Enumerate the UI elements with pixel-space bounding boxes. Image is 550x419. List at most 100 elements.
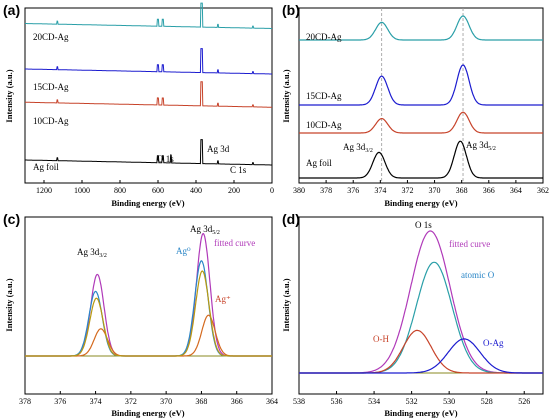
panel-c-x-ticks: 378 376 374 372 370 368 366 364	[19, 391, 278, 406]
panel-d-tick-label-4: 530	[443, 397, 455, 406]
panel-c-label: (c)	[3, 211, 20, 227]
panel-b-curves	[299, 15, 543, 179]
panel-c-tick-label-6: 366	[231, 397, 243, 406]
panel-d-series-1	[299, 261, 543, 374]
panel-b-tick-label-1: 378	[320, 186, 332, 195]
panel-b-series-1	[299, 64, 543, 106]
panel-b: (b) 380 378 376 374 372 370 368 366 364 362 Bindi…	[281, 2, 549, 208]
panel-b-tick-label-7: 366	[483, 186, 495, 195]
panel-d-series-0	[299, 230, 543, 374]
panel-b-ylabel: Intensity (a.u.)	[281, 69, 291, 122]
panel-a-tick-label-2: 800	[114, 186, 126, 195]
panel-a-legend-20cd: 20CD-Ag	[33, 32, 69, 42]
panel-b-x-ticks: 380 378 376 374 372 370 368 366 364 362	[293, 180, 549, 195]
panel-c-series-3	[25, 270, 272, 357]
panel-d-series-3	[299, 338, 543, 374]
panel-b-tick-label-2: 376	[347, 186, 359, 195]
panel-b-legend-agfoil: Ag foil	[306, 158, 332, 168]
panel-a-legend-10cd: 10CD-Ag	[33, 116, 69, 126]
panel-a-tick-label-4: 400	[190, 186, 202, 195]
panel-b-tick-label-8: 364	[510, 186, 522, 195]
panel-d-ylabel: Intensity (a.u.)	[281, 278, 291, 331]
panel-a-x-ticks: 1200 1000 800 600 400 200 0	[36, 180, 274, 195]
panel-b-series-2	[299, 111, 543, 134]
panel-d-oag-label: O-Ag	[483, 338, 504, 348]
panel-b-series-3	[299, 140, 543, 179]
panel-c-ag0-label: Ag⁰	[176, 246, 191, 256]
panel-d-x-ticks: 538 536 534 532 530 528 526	[293, 391, 530, 406]
panel-d-series-2	[299, 329, 543, 374]
panel-c-tick-label-3: 372	[125, 397, 137, 406]
panel-c-tick-label-7: 364	[266, 397, 278, 406]
panel-c-series-0	[25, 233, 272, 357]
panel-d-tick-label-3: 532	[406, 397, 418, 406]
panel-b-ag3d52-label: Ag 3d5/2	[466, 140, 496, 152]
panel-b-tick-label-4: 372	[401, 186, 413, 195]
panel-b-legend-20cd: 20CD-Ag	[306, 32, 342, 42]
panel-c: (c) 378 376 374 372 370 368 366 364 Binding ene…	[3, 211, 278, 418]
panel-a-series-1	[25, 48, 272, 75]
panel-a-curves	[25, 2, 273, 166]
panel-d-tick-label-1: 536	[331, 397, 343, 406]
panel-a-xlabel: Binding energy (eV)	[111, 198, 184, 208]
panel-c-curves	[25, 233, 272, 357]
panel-c-series-2	[25, 314, 272, 357]
panel-d-frame	[298, 216, 544, 395]
panel-a: (a) 1200 1000 800 600 400 200 0 Binding energy…	[3, 2, 274, 208]
panel-c-tick-label-5: 368	[195, 397, 207, 406]
panel-b-reference-lines	[381, 8, 464, 183]
panel-a-tick-label-5: 200	[228, 186, 240, 195]
panel-a-tick-label-6: 0	[270, 186, 274, 195]
panel-a-tick-label-0: 1200	[36, 186, 52, 195]
panel-d-o1s-label: O 1s	[415, 220, 432, 230]
panel-a-ylabel: Intensity (a.u.)	[4, 69, 14, 122]
panel-b-frame	[298, 7, 544, 184]
panel-a-o1s-label: O 1s	[157, 154, 174, 164]
panel-a-tick-label-1: 1000	[74, 186, 90, 195]
panel-d-curves	[299, 230, 543, 374]
panel-d-oh-label: O-H	[373, 334, 389, 344]
panel-a-series-0	[25, 2, 272, 29]
panel-b-tick-label-6: 368	[456, 186, 468, 195]
panel-d-tick-label-5: 528	[481, 397, 493, 406]
panel-c-tick-label-1: 376	[54, 397, 66, 406]
panel-b-tick-label-9: 362	[537, 186, 549, 195]
panel-c-ag3d52-label: Ag 3d5/2	[190, 224, 220, 236]
panel-c-agplus-label: Ag⁺	[215, 294, 231, 304]
panel-c-tick-label-2: 374	[90, 397, 102, 406]
panel-d-tick-label-2: 534	[368, 397, 380, 406]
panel-b-label: (b)	[282, 2, 300, 18]
panel-a-label: (a)	[3, 2, 20, 18]
panel-a-series-2	[25, 81, 273, 108]
panel-b-tick-label-0: 380	[293, 186, 305, 195]
panel-a-ag3d-label: Ag 3d	[207, 144, 230, 154]
panel-a-legend-15cd: 15CD-Ag	[33, 82, 69, 92]
panel-a-series-3	[25, 139, 272, 166]
panel-b-tick-label-3: 374	[374, 186, 386, 195]
panel-a-frame	[24, 7, 273, 184]
panel-c-tick-label-0: 378	[19, 397, 31, 406]
panel-d-label: (d)	[282, 211, 300, 227]
panel-c-tick-label-4: 370	[160, 397, 172, 406]
panel-c-frame	[24, 216, 273, 395]
panel-c-series-1	[25, 260, 272, 357]
panel-a-tick-label-3: 600	[152, 186, 164, 195]
panel-d-atomic-o-label: atomic O	[461, 270, 495, 280]
panel-c-ylabel: Intensity (a.u.)	[4, 278, 14, 331]
panel-d-tick-label-0: 538	[293, 397, 305, 406]
panel-b-legend-15cd: 15CD-Ag	[306, 91, 342, 101]
panel-b-legend-10cd: 10CD-Ag	[306, 120, 342, 130]
panel-a-legend-agfoil: Ag foil	[33, 162, 59, 172]
panel-b-xlabel: Binding energy (eV)	[384, 198, 457, 208]
panel-d: (d) 538 536 534 532 530 528 526 Binding energy…	[281, 211, 544, 418]
panel-c-xlabel: Binding energy (eV)	[111, 408, 184, 418]
panel-d-xlabel: Binding energy (eV)	[384, 408, 457, 418]
panel-b-series-0	[299, 15, 543, 41]
panel-d-tick-label-6: 526	[518, 397, 530, 406]
panel-c-fitted-label: fitted curve	[214, 238, 255, 248]
panel-b-ag3d32-label: Ag 3d3/2	[343, 142, 373, 154]
panel-a-c1s-label: C 1s	[230, 165, 247, 175]
panel-d-fitted-label: fitted curve	[449, 239, 490, 249]
panel-c-ag3d32-label: Ag 3d3/2	[77, 247, 107, 259]
